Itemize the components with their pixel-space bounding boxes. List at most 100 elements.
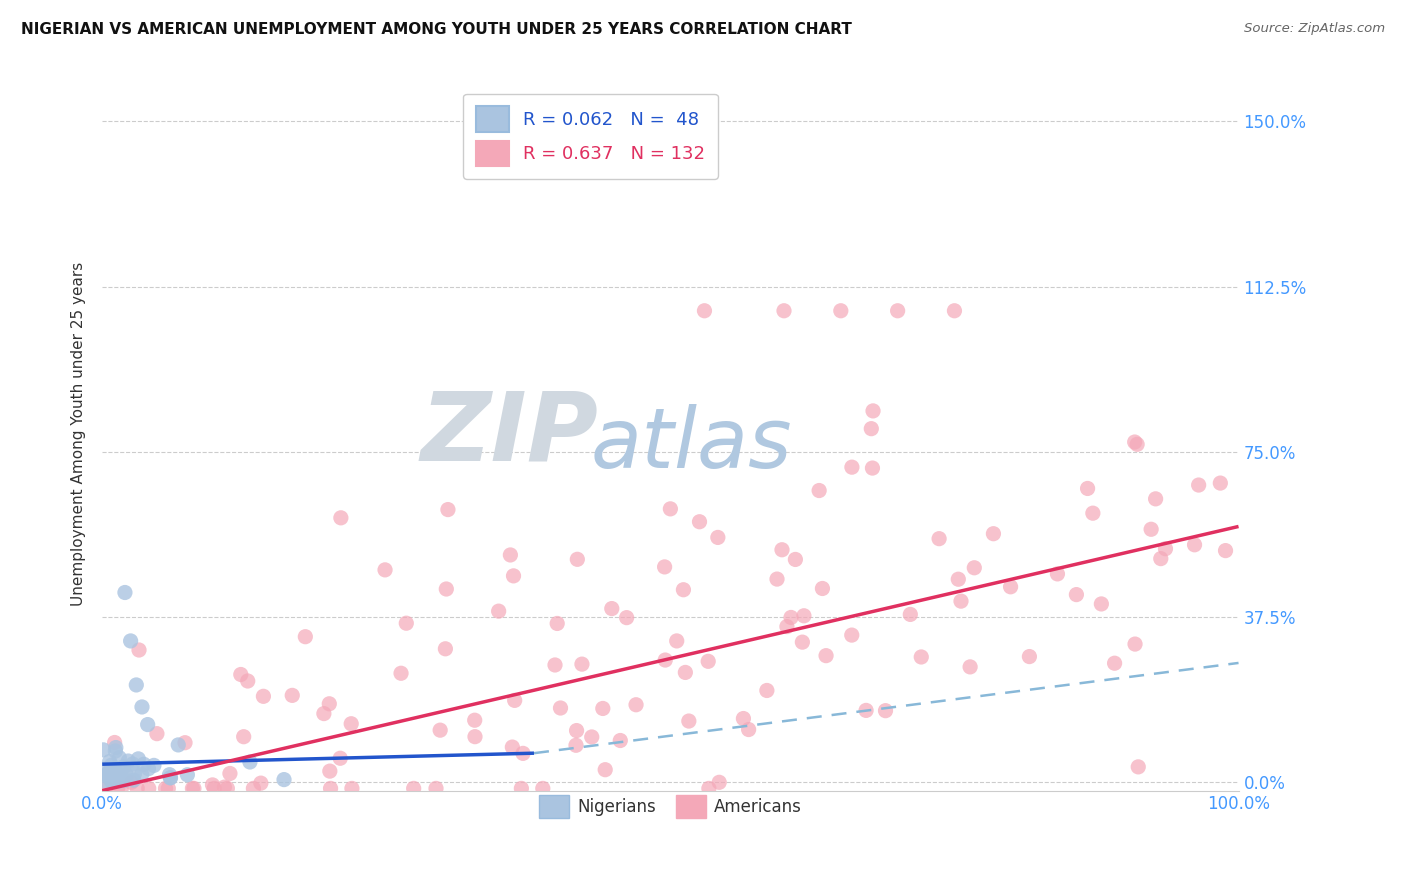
- Point: [501, 740, 523, 755]
- Point: [329, 751, 352, 765]
- Point: [176, 768, 198, 782]
- Point: [340, 781, 363, 796]
- Point: [512, 747, 534, 761]
- Point: [665, 634, 688, 648]
- Point: [117, 754, 139, 768]
- Point: [609, 733, 631, 747]
- Point: [862, 404, 884, 418]
- Point: [815, 648, 838, 663]
- Point: [110, 781, 132, 796]
- Point: [733, 712, 755, 726]
- Point: [886, 303, 908, 318]
- Point: [98, 764, 121, 779]
- Point: [567, 552, 589, 566]
- Point: [294, 630, 316, 644]
- Point: [96, 768, 118, 782]
- Point: [785, 552, 807, 566]
- Point: [793, 608, 815, 623]
- Point: [499, 548, 522, 562]
- Point: [531, 781, 554, 796]
- Point: [707, 530, 730, 544]
- Point: [593, 763, 616, 777]
- Point: [131, 767, 153, 781]
- Point: [502, 569, 524, 583]
- Point: [1144, 491, 1167, 506]
- Point: [318, 697, 340, 711]
- Point: [122, 773, 145, 788]
- Point: [340, 716, 363, 731]
- Point: [127, 752, 149, 766]
- Point: [104, 740, 127, 755]
- Point: [312, 706, 335, 721]
- Point: [167, 738, 190, 752]
- Point: [329, 511, 352, 525]
- Point: [136, 717, 159, 731]
- Point: [983, 526, 1005, 541]
- Point: [673, 665, 696, 680]
- Point: [217, 781, 239, 796]
- Point: [830, 303, 852, 318]
- Point: [959, 660, 981, 674]
- Point: [104, 735, 127, 749]
- Point: [503, 693, 526, 707]
- Point: [737, 723, 759, 737]
- Point: [949, 594, 972, 608]
- Point: [1209, 476, 1232, 491]
- Point: [110, 769, 132, 783]
- Point: [811, 582, 834, 596]
- Point: [898, 607, 921, 622]
- Point: [100, 773, 122, 788]
- Point: [252, 690, 274, 704]
- Point: [581, 730, 603, 744]
- Point: [792, 635, 814, 649]
- Point: [592, 701, 614, 715]
- Point: [96, 781, 118, 796]
- Point: [654, 560, 676, 574]
- Point: [319, 781, 342, 796]
- Point: [138, 762, 160, 776]
- Point: [219, 766, 242, 780]
- Point: [232, 730, 254, 744]
- Point: [434, 641, 457, 656]
- Point: [111, 761, 134, 775]
- Point: [841, 628, 863, 642]
- Point: [114, 585, 136, 599]
- Point: [709, 775, 731, 789]
- Point: [565, 723, 588, 738]
- Point: [114, 773, 136, 788]
- Point: [1215, 543, 1237, 558]
- Point: [105, 771, 128, 785]
- Point: [544, 657, 567, 672]
- Point: [183, 781, 205, 796]
- Point: [159, 771, 181, 785]
- Point: [103, 763, 125, 777]
- Point: [273, 772, 295, 787]
- Point: [697, 781, 720, 796]
- Point: [841, 460, 863, 475]
- Point: [755, 683, 778, 698]
- Point: [654, 653, 676, 667]
- Point: [434, 582, 457, 596]
- Point: [780, 610, 803, 624]
- Point: [1000, 580, 1022, 594]
- Point: [659, 501, 682, 516]
- Point: [108, 770, 131, 784]
- Point: [374, 563, 396, 577]
- Point: [1090, 597, 1112, 611]
- Point: [229, 667, 252, 681]
- Point: [678, 714, 700, 728]
- Point: [93, 743, 115, 757]
- Point: [120, 775, 142, 789]
- Point: [104, 772, 127, 787]
- Point: [159, 767, 181, 781]
- Point: [108, 751, 131, 765]
- Point: [242, 781, 264, 796]
- Point: [281, 689, 304, 703]
- Point: [146, 726, 169, 740]
- Point: [402, 781, 425, 796]
- Point: [101, 766, 124, 780]
- Point: [510, 781, 533, 796]
- Point: [155, 781, 177, 796]
- Point: [108, 773, 131, 788]
- Point: [776, 619, 799, 633]
